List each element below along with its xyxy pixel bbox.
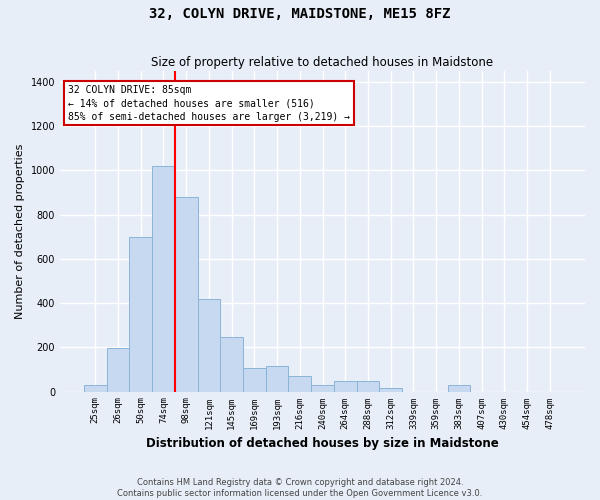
Bar — [266, 366, 289, 392]
Bar — [107, 348, 130, 392]
Bar — [448, 386, 470, 392]
Bar — [220, 338, 243, 392]
Text: 32, COLYN DRIVE, MAIDSTONE, ME15 8FZ: 32, COLYN DRIVE, MAIDSTONE, ME15 8FZ — [149, 8, 451, 22]
Bar — [152, 166, 175, 392]
Text: 32 COLYN DRIVE: 85sqm
← 14% of detached houses are smaller (516)
85% of semi-det: 32 COLYN DRIVE: 85sqm ← 14% of detached … — [68, 85, 350, 122]
Bar — [197, 298, 220, 392]
Bar — [356, 381, 379, 392]
Y-axis label: Number of detached properties: Number of detached properties — [15, 144, 25, 319]
Text: Contains HM Land Registry data © Crown copyright and database right 2024.
Contai: Contains HM Land Registry data © Crown c… — [118, 478, 482, 498]
Title: Size of property relative to detached houses in Maidstone: Size of property relative to detached ho… — [151, 56, 494, 70]
Bar — [243, 368, 266, 392]
X-axis label: Distribution of detached houses by size in Maidstone: Distribution of detached houses by size … — [146, 437, 499, 450]
Bar — [84, 386, 107, 392]
Bar — [175, 197, 197, 392]
Bar — [311, 386, 334, 392]
Bar — [130, 236, 152, 392]
Bar — [334, 381, 356, 392]
Bar — [289, 376, 311, 392]
Bar — [379, 388, 402, 392]
